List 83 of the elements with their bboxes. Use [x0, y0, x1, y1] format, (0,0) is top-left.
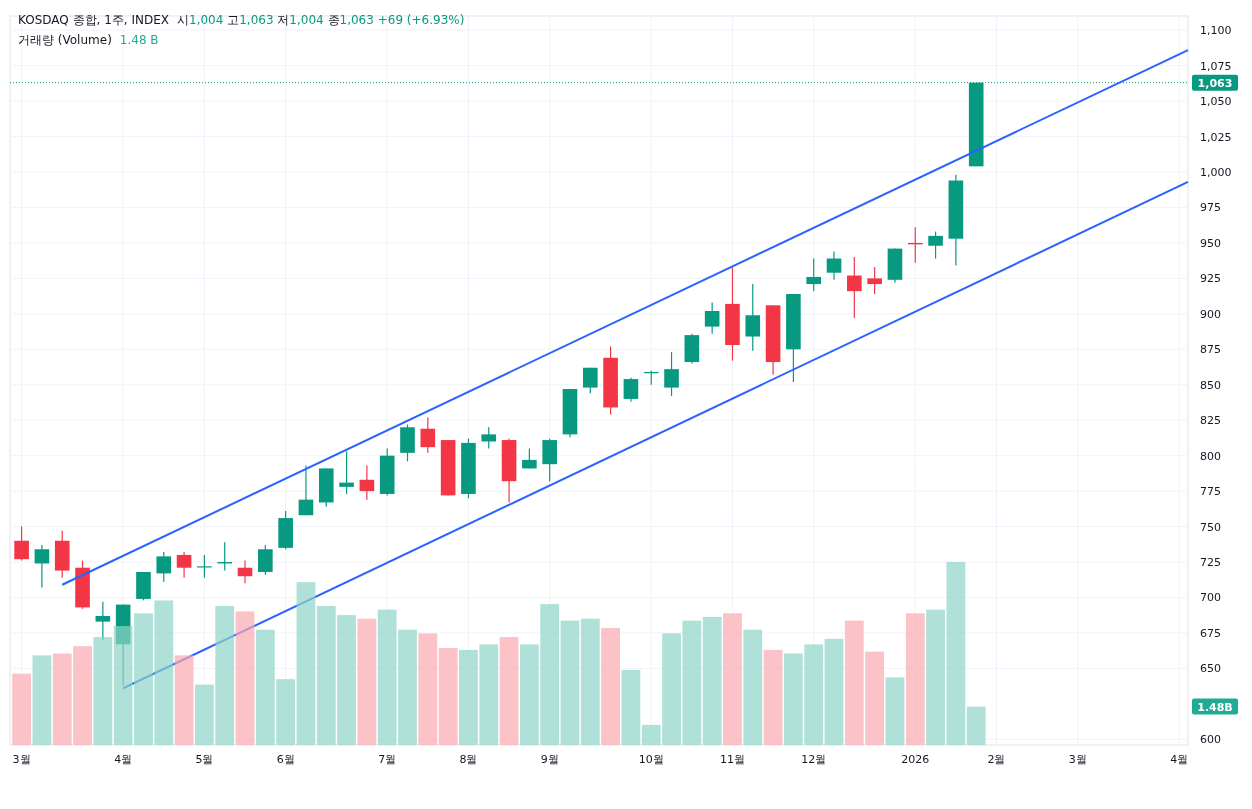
- y-tick-label: 600: [1200, 733, 1221, 747]
- x-tick-label: 6월: [276, 753, 295, 766]
- candlestick: [867, 266, 882, 295]
- y-tick-label: 775: [1200, 485, 1221, 499]
- chart-title: KOSDAQ 종합, 1주, INDEX: [18, 13, 170, 27]
- x-tick-label: 8월: [459, 753, 478, 766]
- x-tick-label: 4월: [114, 753, 133, 766]
- x-tick-label: 7월: [378, 753, 397, 766]
- y-tick-label: 725: [1200, 556, 1221, 570]
- y-tick-label: 1,000: [1200, 166, 1232, 180]
- candlestick: [359, 465, 375, 501]
- candlestick: [339, 450, 354, 495]
- candlestick: [176, 551, 192, 579]
- x-tick-label: 3월: [1068, 753, 1087, 766]
- ref-line-label: 1,063: [1197, 76, 1233, 90]
- y-tick-label: 1,075: [1200, 59, 1232, 73]
- y-tick-label: 650: [1200, 662, 1221, 676]
- bar: [560, 620, 580, 745]
- candlestick: [582, 367, 598, 394]
- y-tick-label: 700: [1200, 591, 1221, 605]
- y-tick-label: 800: [1200, 449, 1221, 463]
- candlestick: [826, 250, 842, 281]
- y-tick-label: 900: [1200, 307, 1221, 321]
- bar: [32, 655, 52, 745]
- bar: [174, 655, 194, 745]
- candlestick: [704, 301, 720, 335]
- bar: [824, 638, 844, 745]
- candlestick: [420, 416, 436, 454]
- x-tick-label: 4월: [1170, 753, 1189, 766]
- candlestick: [481, 426, 497, 450]
- x-tick-label: 10월: [638, 753, 664, 766]
- bar: [296, 582, 316, 745]
- x-tick-label: 2026: [901, 753, 930, 766]
- bar: [702, 616, 722, 745]
- candlestick: [745, 283, 761, 352]
- y-tick-label: 750: [1200, 520, 1221, 534]
- y-tick-label: 950: [1200, 236, 1221, 250]
- y-tick-label: 875: [1200, 343, 1221, 357]
- bar: [885, 677, 905, 745]
- x-tick-label: 2월: [987, 753, 1006, 766]
- y-tick-label: 850: [1200, 378, 1221, 392]
- annotation: 1.48 B: [119, 33, 159, 47]
- candlestick: [928, 230, 943, 260]
- candlestick: [34, 544, 50, 589]
- x-tick-label: 5월: [195, 753, 214, 766]
- bar: [93, 637, 113, 745]
- candlestick: [298, 465, 314, 516]
- x-tick-label: 11월: [719, 753, 745, 766]
- y-tick-label: 675: [1200, 626, 1221, 640]
- bar: [580, 618, 600, 745]
- candlestick: [623, 377, 639, 403]
- y-tick-label: 975: [1200, 201, 1221, 215]
- bar: [723, 613, 742, 745]
- bar: [966, 706, 986, 745]
- y-tick-label: 825: [1200, 414, 1221, 428]
- candlestick: [258, 544, 273, 576]
- x-tick-label: 3월: [12, 753, 31, 766]
- y-tick-label: 1,025: [1200, 130, 1232, 144]
- text: 1.48B: [1197, 700, 1233, 714]
- chart-subtitle: 시1,004 고1,063 저1,004 종1,063 +69 (+6.93%): [177, 13, 465, 27]
- bar: [357, 618, 377, 745]
- candlestick: [237, 560, 253, 584]
- bar: [743, 629, 763, 745]
- chart-title: 거래량 (Volume): [18, 33, 112, 47]
- candlestick: [847, 256, 862, 319]
- bar: [418, 633, 438, 745]
- x-tick-label: 12월: [801, 753, 827, 766]
- y-tick-label: 925: [1200, 272, 1221, 286]
- y-tick-label: 1,050: [1200, 95, 1232, 109]
- bar: [438, 648, 458, 745]
- candlestick: [806, 257, 822, 292]
- candlestick: [156, 551, 172, 583]
- candlestick: [664, 351, 679, 397]
- x-tick-label: 9월: [540, 753, 559, 766]
- bar: [621, 669, 641, 745]
- bar: [235, 611, 255, 745]
- bar: [601, 627, 621, 745]
- bar: [763, 649, 783, 745]
- candlestick: [14, 525, 29, 562]
- y-tick-label: 1,100: [1200, 24, 1232, 38]
- bar: [499, 637, 519, 745]
- bar: [12, 673, 32, 745]
- bar: [905, 613, 925, 745]
